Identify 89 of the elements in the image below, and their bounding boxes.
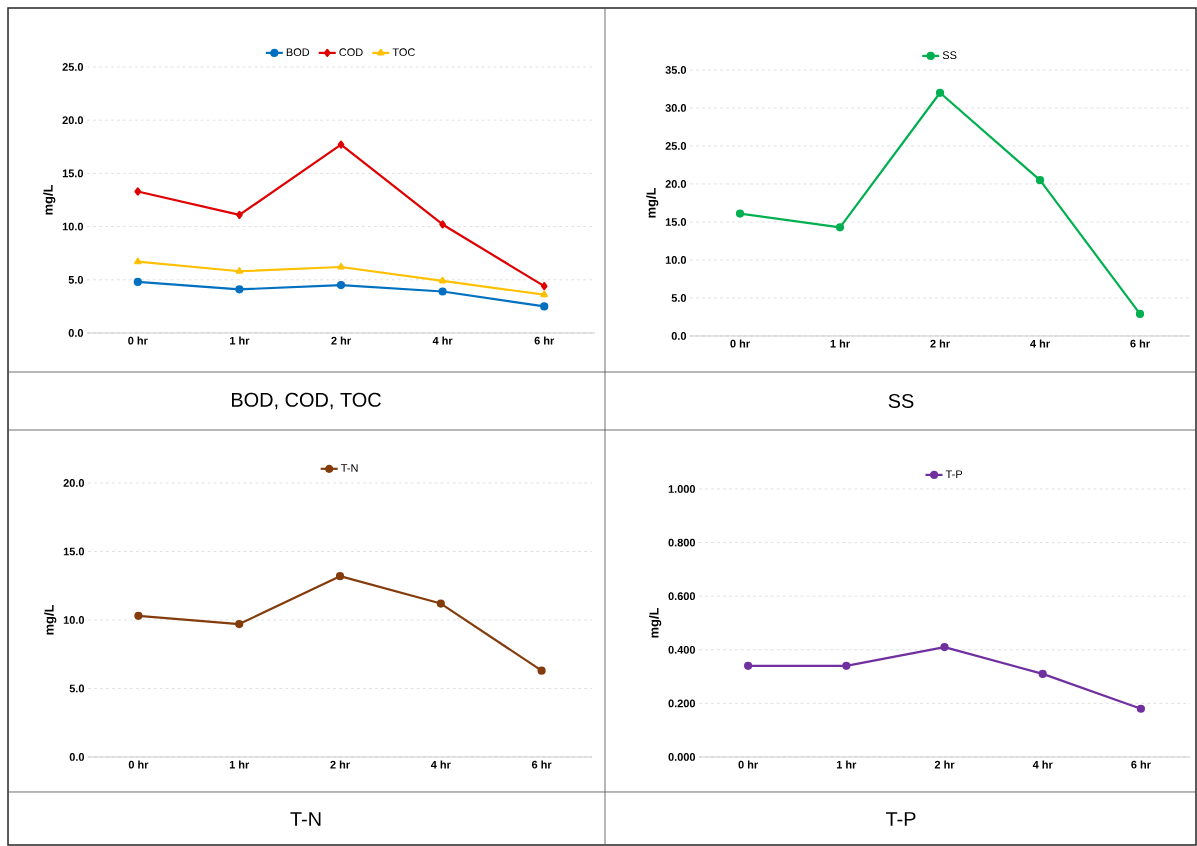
x-tick-label: 6 hr — [531, 760, 552, 769]
y-tick-label: 0.000 — [668, 753, 696, 761]
point — [134, 187, 142, 196]
y-axis-title: mg/L — [649, 607, 662, 638]
point — [1038, 669, 1047, 678]
x-tick-label: 6 hr — [534, 336, 555, 345]
y-tick-label: 0.400 — [668, 645, 696, 654]
point — [134, 611, 143, 620]
point — [540, 302, 549, 311]
x-tick-label: 2 hr — [930, 339, 950, 348]
point — [133, 277, 142, 287]
point — [235, 267, 244, 274]
point — [134, 257, 142, 265]
y-tick-label: 0.600 — [668, 592, 696, 601]
point — [940, 643, 949, 652]
y-tick-label: 0.0 — [68, 329, 84, 337]
x-tick-label: 0 hr — [730, 339, 750, 348]
x-tick-label: 1 hr — [229, 760, 250, 769]
point — [1035, 176, 1045, 185]
y-tick-label: 5.0 — [68, 275, 84, 284]
y-tick-label: 15.0 — [62, 169, 84, 178]
point — [337, 262, 345, 270]
point — [744, 661, 753, 670]
x-tick-label: 1 hr — [230, 336, 250, 345]
x-tick-label: 4 hr — [430, 760, 451, 769]
point — [835, 223, 845, 232]
y-axis-title: mg/L — [43, 184, 56, 215]
y-tick-label: 10.0 — [63, 616, 85, 624]
legend-label: COD — [339, 48, 363, 57]
point — [436, 599, 445, 608]
x-tick-label: 4 hr — [1032, 760, 1053, 769]
legend-label: T-P — [945, 470, 963, 478]
text: BOD, COD, TOC — [232, 392, 381, 410]
y-tick-label: 5.0 — [671, 294, 687, 302]
x-tick-label: 4 hr — [1030, 339, 1050, 348]
point — [337, 140, 345, 149]
y-tick-label: 20.0 — [665, 180, 687, 188]
y-tick-label: 1.000 — [668, 485, 696, 493]
point — [438, 276, 447, 284]
y-tick-label: 30.0 — [665, 104, 687, 112]
y-tick-label: 0.800 — [668, 538, 696, 547]
y-axis-title: mg/L — [646, 187, 659, 218]
y-tick-label: 25.0 — [62, 63, 84, 71]
point — [236, 210, 243, 219]
y-tick-label: 15.0 — [63, 547, 85, 556]
y-tick-label: 0.0 — [69, 753, 85, 761]
x-tick-label: 4 hr — [432, 336, 453, 345]
point — [540, 282, 548, 291]
x-tick-label: 6 hr — [1130, 339, 1150, 348]
x-tick-label: 0 hr — [128, 760, 149, 769]
y-tick-label: 0.200 — [668, 699, 696, 708]
point — [1136, 704, 1146, 713]
x-tick-label: 2 hr — [331, 336, 351, 345]
point — [842, 661, 851, 670]
point — [540, 290, 548, 298]
x-tick-label: 1 hr — [830, 339, 850, 348]
point — [537, 666, 546, 675]
y-tick-label: 5.0 — [69, 684, 85, 693]
y-tick-label: 10.0 — [62, 222, 84, 231]
point — [1135, 309, 1145, 319]
legend-label: BOD — [286, 48, 310, 57]
y-tick-label: 15.0 — [665, 218, 687, 226]
point — [235, 619, 244, 629]
y-tick-label: 25.0 — [665, 142, 687, 150]
point — [336, 281, 346, 290]
legend-label: SS — [942, 51, 957, 60]
point — [235, 285, 244, 294]
legend-label: TOC — [392, 48, 415, 57]
legend-label: T-N — [341, 464, 358, 472]
x-tick-label: 6 hr — [1131, 760, 1151, 769]
point — [935, 88, 945, 97]
y-tick-label: 0.0 — [671, 332, 687, 340]
x-tick-label: 2 hr — [330, 760, 350, 769]
y-tick-label: 10.0 — [665, 256, 687, 264]
x-tick-label: 2 hr — [934, 760, 955, 769]
text: SS — [888, 393, 914, 409]
y-tick-label: 20.0 — [62, 116, 84, 125]
point — [735, 209, 745, 218]
point — [438, 287, 447, 296]
y-tick-label: 20.0 — [63, 479, 85, 487]
point — [335, 572, 345, 581]
x-tick-label: 0 hr — [128, 336, 148, 345]
text: T-N — [290, 812, 321, 826]
point — [439, 220, 446, 229]
x-tick-label: 0 hr — [738, 760, 758, 769]
y-axis-title: mg/L — [44, 604, 57, 635]
y-tick-label: 35.0 — [665, 66, 687, 74]
x-tick-label: 1 hr — [836, 760, 857, 769]
text: T-P — [885, 812, 916, 826]
